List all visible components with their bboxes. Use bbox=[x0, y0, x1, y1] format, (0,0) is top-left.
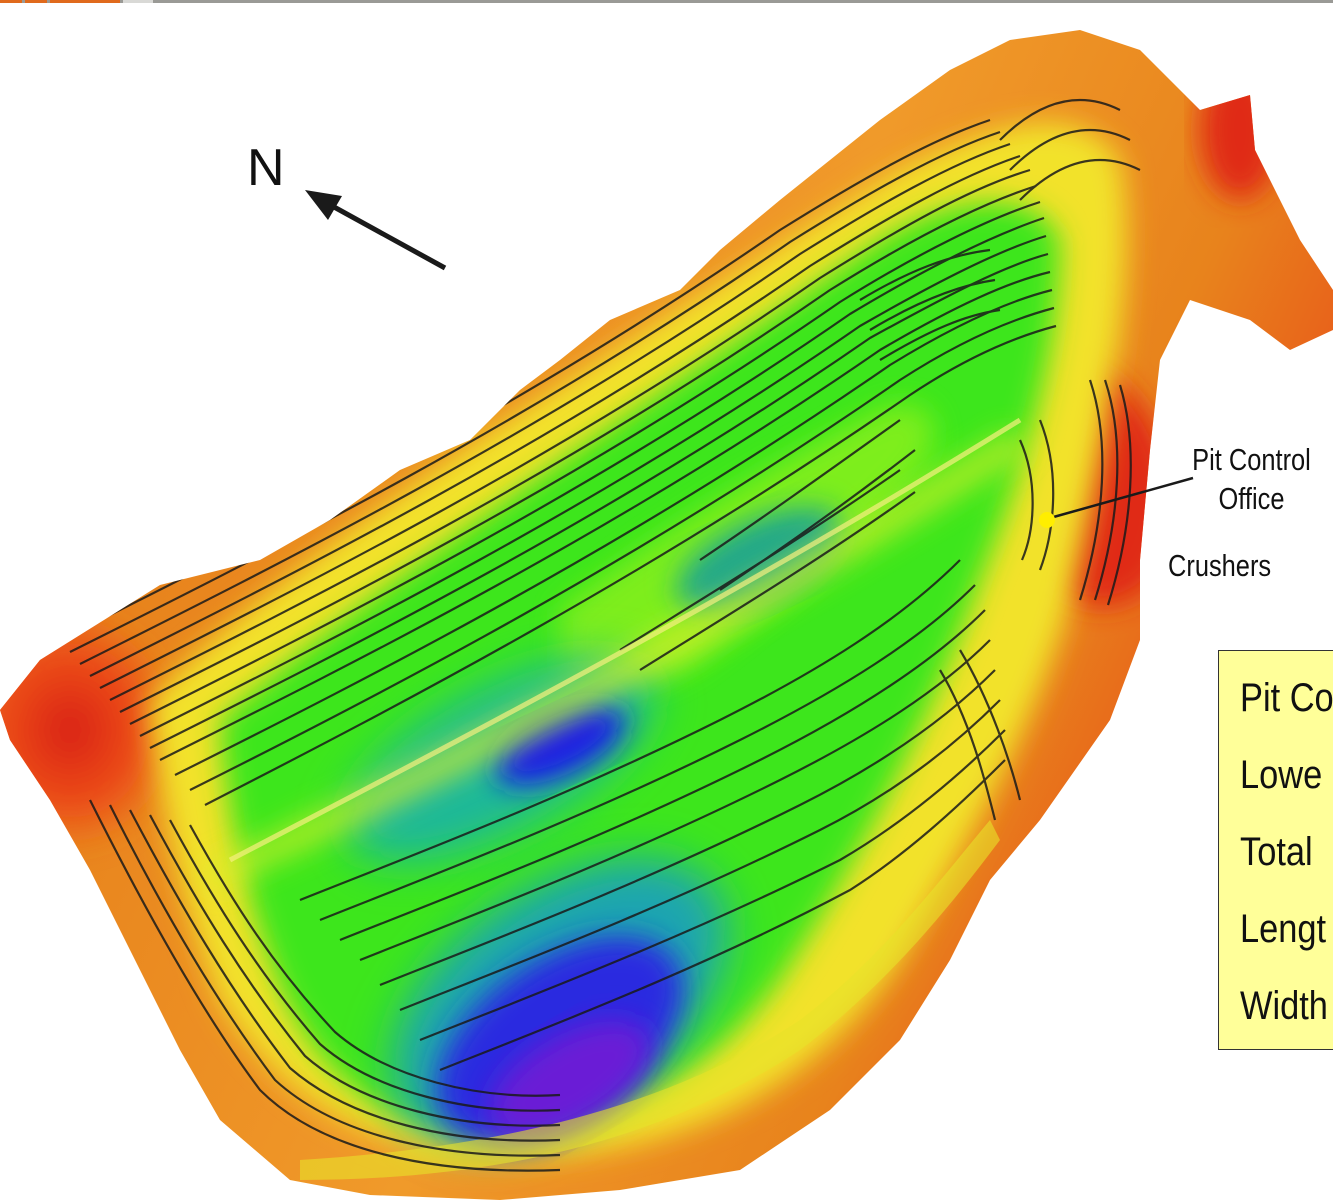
pit-elevation-layers bbox=[0, 60, 1280, 1180]
callout-leader-line bbox=[1049, 476, 1194, 520]
top-tab-3 bbox=[50, 0, 120, 3]
north-label: N bbox=[247, 139, 285, 197]
top-tab-strip bbox=[0, 0, 156, 3]
info-row-1: Pit Co bbox=[1240, 676, 1333, 720]
pit-control-office-line-1: Pit Control bbox=[1192, 442, 1311, 477]
pit-control-office-label: Pit Control Office bbox=[1190, 440, 1313, 518]
crushers-label: Crushers bbox=[1168, 548, 1272, 583]
office-marker-icon bbox=[1039, 512, 1055, 528]
pit-control-office-line-2: Office bbox=[1218, 481, 1285, 516]
pit-info-box: Pit Co Lowe Total Lengt Width bbox=[1218, 650, 1333, 1050]
top-tab-1 bbox=[0, 0, 22, 3]
north-arrow-icon bbox=[305, 190, 447, 271]
top-border-bar bbox=[0, 0, 1333, 3]
info-row-2: Lowe bbox=[1240, 753, 1323, 797]
top-tab-4 bbox=[123, 0, 153, 3]
info-row-4: Lengt bbox=[1240, 907, 1327, 951]
top-tab-2 bbox=[25, 0, 47, 3]
info-row-5: Width bbox=[1240, 984, 1328, 1028]
bench-contours bbox=[59, 98, 1141, 1172]
info-row-3: Total bbox=[1240, 830, 1313, 874]
